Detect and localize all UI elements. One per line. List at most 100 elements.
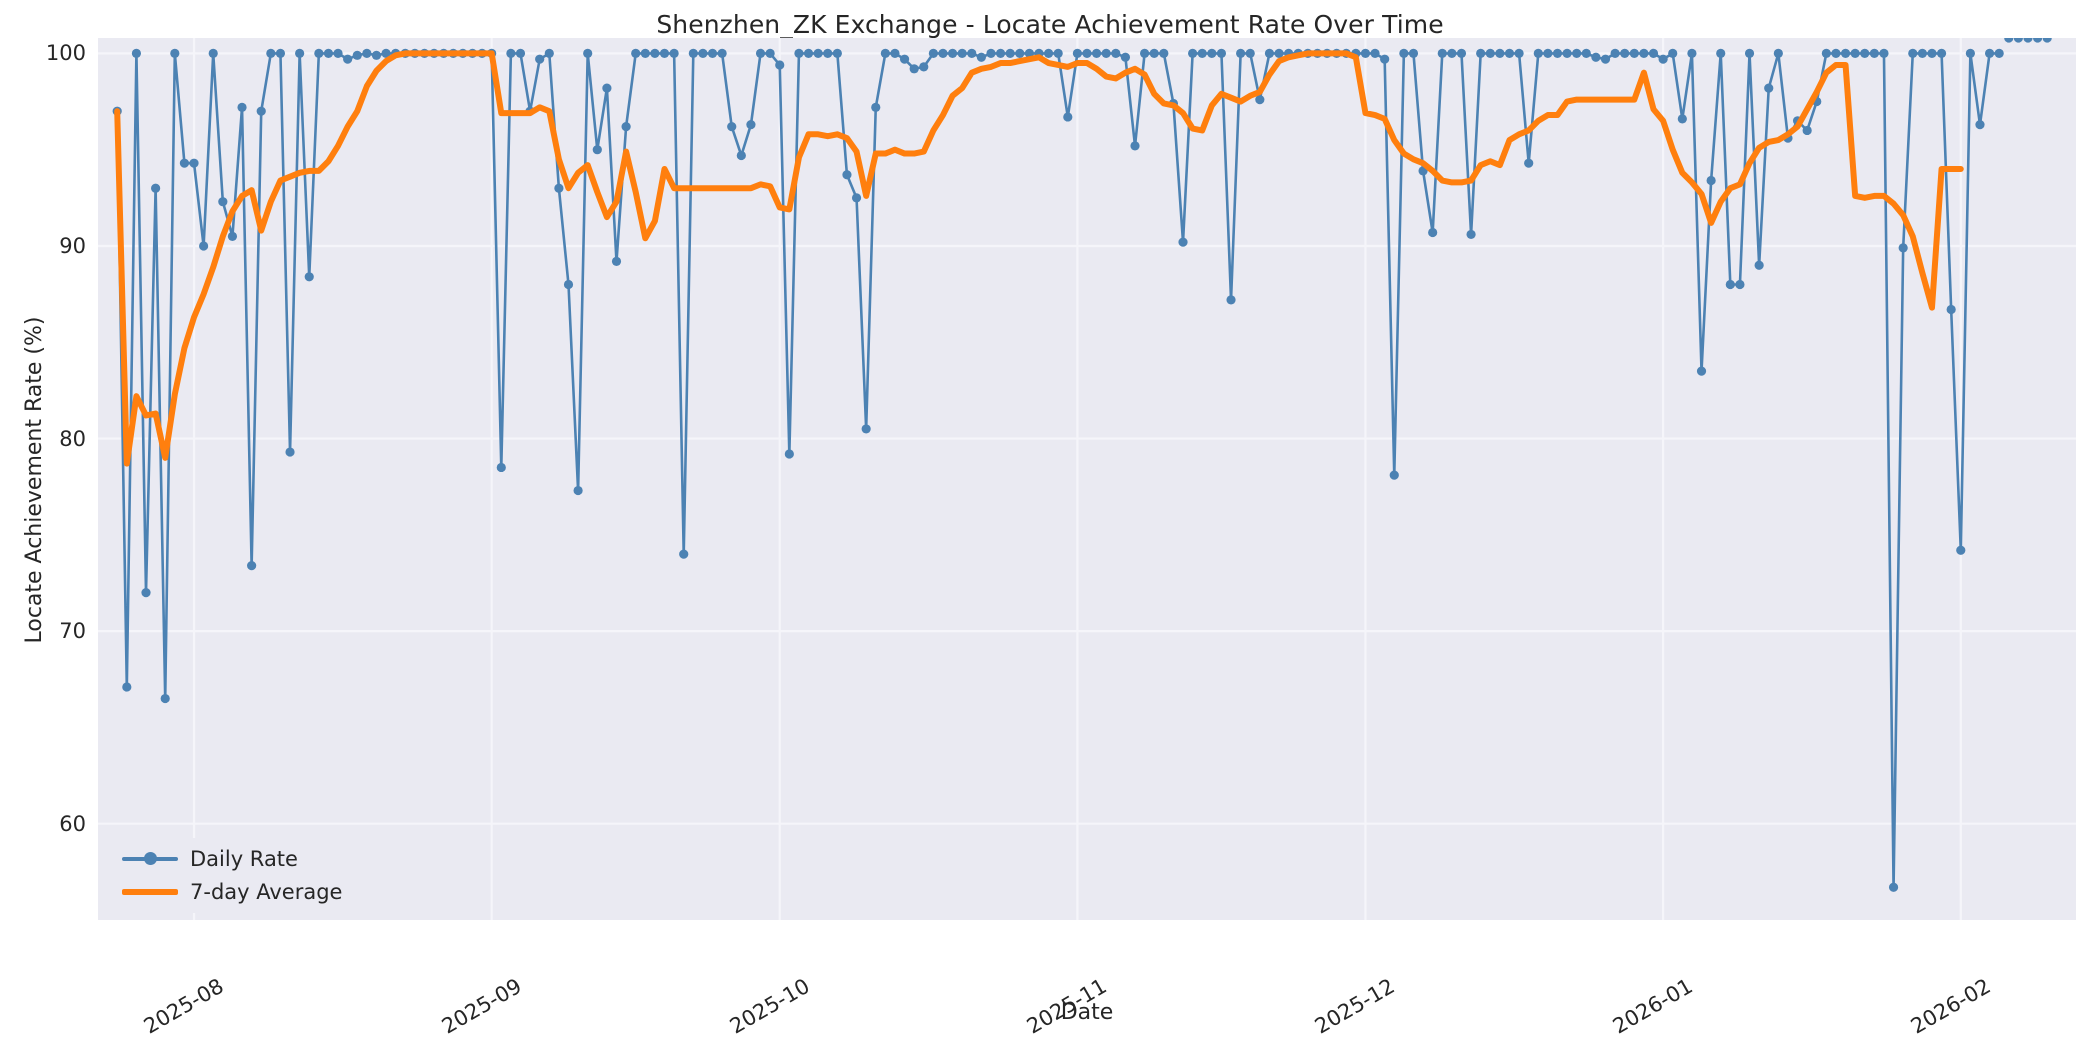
data-point (2013, 38, 2023, 43)
data-point (1552, 48, 1563, 59)
data-point (1581, 48, 1591, 59)
data-point (1255, 95, 1265, 105)
data-point (842, 170, 852, 180)
y-tick-label: 90 (59, 233, 86, 258)
data-point (170, 48, 180, 59)
data-point (1687, 48, 1697, 59)
data-point (1879, 48, 1889, 59)
data-point (1533, 48, 1543, 59)
data-point (669, 48, 679, 59)
data-point (1274, 48, 1284, 59)
data-point (199, 241, 209, 251)
data-point (784, 449, 794, 459)
data-point (1591, 52, 1601, 62)
data-point (1188, 48, 1198, 59)
data-point (1716, 48, 1726, 59)
data-point (256, 106, 266, 116)
data-point (1226, 295, 1236, 305)
data-point (611, 256, 622, 266)
data-point (1610, 48, 1620, 59)
data-point (1524, 158, 1534, 168)
data-point (1543, 48, 1553, 59)
data-point (515, 48, 526, 59)
data-point (237, 102, 247, 112)
data-point (1043, 48, 1054, 59)
data-point (976, 52, 986, 62)
data-point (1111, 48, 1121, 59)
data-point (1120, 52, 1131, 62)
data-point (602, 83, 612, 93)
data-point (563, 279, 574, 290)
legend-label-7-day-average: 7-day Average (190, 880, 343, 904)
data-point (871, 102, 881, 112)
data-point (1437, 48, 1447, 59)
data-point (1754, 260, 1764, 270)
data-point (1360, 48, 1371, 59)
data-point (1620, 48, 1630, 59)
data-point (688, 48, 698, 59)
plot-area (98, 38, 2076, 920)
data-point (1869, 48, 1879, 59)
data-point (592, 145, 602, 155)
legend-item-daily-rate[interactable]: Daily Rate (122, 847, 342, 871)
y-axis-label: Locate Achievement Rate (%) (22, 316, 47, 644)
gridlines (98, 38, 2076, 920)
data-point (1984, 48, 1995, 59)
data-point (621, 121, 631, 132)
data-point (554, 183, 564, 193)
data-point (1917, 48, 1927, 59)
data-point (1476, 48, 1486, 59)
data-point (1965, 48, 1975, 59)
data-point (832, 48, 842, 59)
data-point (304, 272, 314, 282)
data-point (160, 693, 170, 704)
data-point (122, 682, 132, 692)
data-point (755, 48, 766, 59)
data-point (1197, 48, 1207, 59)
data-point (1696, 366, 1707, 376)
data-point (1245, 48, 1255, 59)
data-point (2042, 38, 2052, 43)
data-point (1514, 48, 1524, 59)
data-point (2032, 38, 2043, 43)
data-point (1466, 229, 1476, 240)
legend-label-daily-rate: Daily Rate (190, 847, 298, 871)
data-point (995, 48, 1006, 59)
data-point (938, 48, 948, 59)
data-point (314, 48, 324, 59)
data-point (1946, 304, 1956, 315)
data-point (131, 48, 142, 59)
data-point (583, 48, 593, 59)
data-point (803, 48, 814, 59)
data-point (1648, 48, 1659, 59)
data-point (986, 48, 996, 59)
data-point (1428, 227, 1438, 238)
data-point (1735, 279, 1745, 290)
data-point (1399, 48, 1409, 59)
data-point (1495, 48, 1505, 59)
data-point (640, 48, 650, 59)
data-point (1408, 48, 1419, 59)
data-point (698, 48, 708, 59)
data-point (275, 48, 286, 59)
data-point (352, 50, 362, 60)
data-point (1216, 48, 1227, 59)
y-tick-label: 80 (59, 426, 86, 451)
y-tick-label: 60 (59, 811, 86, 836)
data-point (1485, 48, 1495, 59)
data-point (1264, 48, 1275, 59)
data-point (151, 183, 161, 193)
data-point (765, 48, 775, 59)
data-point (679, 549, 689, 559)
data-point (247, 561, 257, 571)
data-point (880, 48, 890, 59)
plot-svg (98, 38, 2076, 920)
series-line-1 (114, 50, 1964, 467)
legend-item-7-day-average[interactable]: 7-day Average (122, 880, 342, 904)
data-point (208, 48, 218, 59)
y-tick-label: 70 (59, 619, 86, 644)
data-point (1927, 48, 1937, 59)
data-point (1860, 48, 1870, 59)
data-point (333, 48, 343, 59)
